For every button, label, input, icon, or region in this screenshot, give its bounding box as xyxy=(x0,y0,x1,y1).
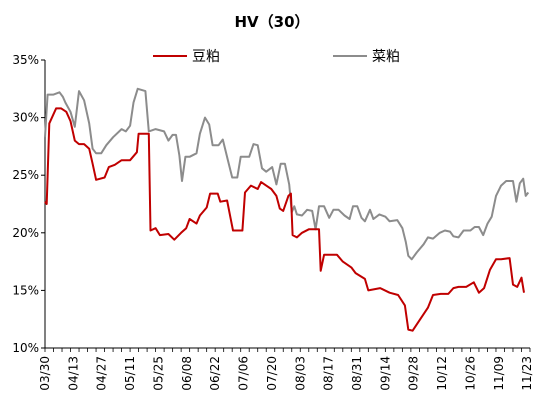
legend-label-soybean-meal: 豆粕 xyxy=(192,49,220,65)
y-tick-label: 25% xyxy=(12,168,39,182)
x-tick-label: 08/31 xyxy=(350,356,364,391)
x-tick-label: 04/27 xyxy=(95,356,109,391)
series-line-rapeseed-meal xyxy=(44,87,530,261)
y-tick-label: 15% xyxy=(12,283,39,297)
chart-title: HV（30） xyxy=(234,13,309,31)
x-tick-label: 06/22 xyxy=(208,356,222,391)
x-tick-label: 07/06 xyxy=(237,356,251,391)
series-lines xyxy=(44,87,530,332)
y-tick-label: 20% xyxy=(12,226,39,240)
x-tick-label: 11/09 xyxy=(492,356,506,391)
x-tick-label: 06/08 xyxy=(180,356,194,391)
y-tick-label: 30% xyxy=(12,111,39,125)
x-tick-label: 03/30 xyxy=(38,356,52,391)
x-tick-label: 09/28 xyxy=(407,356,421,391)
x-tick-label: 11/23 xyxy=(520,356,534,391)
legend-label-rapeseed-meal: 菜粕 xyxy=(372,49,400,65)
x-axis: 03/30 04/13 04/27 05/11 05/25 06/08 06/22 07/06… xyxy=(38,347,534,391)
y-axis: 10% 15% 20% 25% 30% 35% xyxy=(12,53,46,355)
y-tick-label: 10% xyxy=(12,341,39,355)
series-line-soybean-meal xyxy=(44,107,525,332)
x-tick-label: 05/25 xyxy=(151,356,165,391)
x-tick-label: 07/20 xyxy=(265,356,279,391)
x-tick-label: 08/03 xyxy=(293,356,307,391)
x-tick-label: 09/14 xyxy=(378,356,392,391)
x-tick-label: 10/26 xyxy=(463,356,477,391)
x-tick-label: 10/12 xyxy=(435,356,449,391)
y-tick-label: 35% xyxy=(12,53,39,67)
x-tick-label: 04/13 xyxy=(66,356,80,391)
x-tick-label: 08/17 xyxy=(322,356,336,391)
legend: 豆粕 菜粕 xyxy=(153,49,400,65)
x-tick-label: 05/11 xyxy=(123,356,137,391)
